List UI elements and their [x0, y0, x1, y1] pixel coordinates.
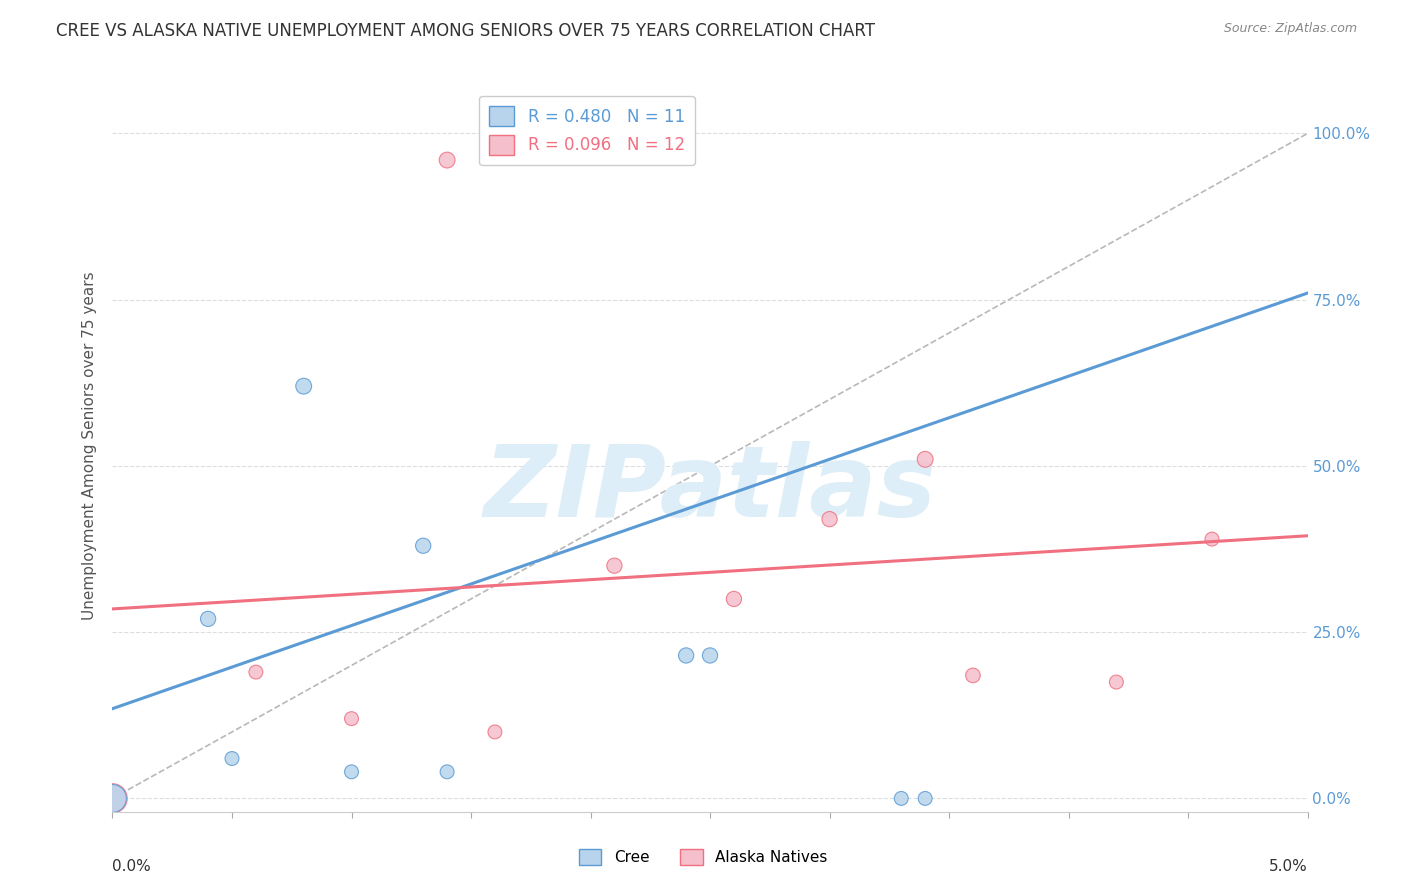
Point [1201, 532, 1223, 546]
Text: 5.0%: 5.0% [1268, 859, 1308, 874]
Point [221, 751, 243, 765]
Point [101, 791, 124, 805]
Point [101, 791, 124, 805]
Point [436, 764, 458, 779]
Text: 0.0%: 0.0% [112, 859, 152, 874]
Point [436, 153, 458, 167]
Point [914, 791, 936, 805]
Point [340, 712, 363, 726]
Point [890, 791, 912, 805]
Point [245, 665, 267, 679]
Point [197, 612, 219, 626]
Point [292, 379, 315, 393]
Point [675, 648, 697, 663]
Point [412, 539, 434, 553]
Point [340, 764, 363, 779]
Text: CREE VS ALASKA NATIVE UNEMPLOYMENT AMONG SENIORS OVER 75 YEARS CORRELATION CHART: CREE VS ALASKA NATIVE UNEMPLOYMENT AMONG… [56, 22, 876, 40]
Text: Source: ZipAtlas.com: Source: ZipAtlas.com [1223, 22, 1357, 36]
Point [723, 591, 745, 606]
Point [962, 668, 984, 682]
Point [603, 558, 626, 573]
Legend: R = 0.480   N = 11, R = 0.096   N = 12: R = 0.480 N = 11, R = 0.096 N = 12 [479, 96, 695, 165]
Legend: Cree, Alaska Natives: Cree, Alaska Natives [572, 843, 834, 871]
Point [914, 452, 936, 467]
Y-axis label: Unemployment Among Seniors over 75 years: Unemployment Among Seniors over 75 years [82, 272, 97, 620]
Point [484, 725, 506, 739]
Point [1105, 675, 1128, 690]
Point [699, 648, 721, 663]
Point [818, 512, 841, 526]
Text: ZIPatlas: ZIPatlas [484, 442, 936, 539]
